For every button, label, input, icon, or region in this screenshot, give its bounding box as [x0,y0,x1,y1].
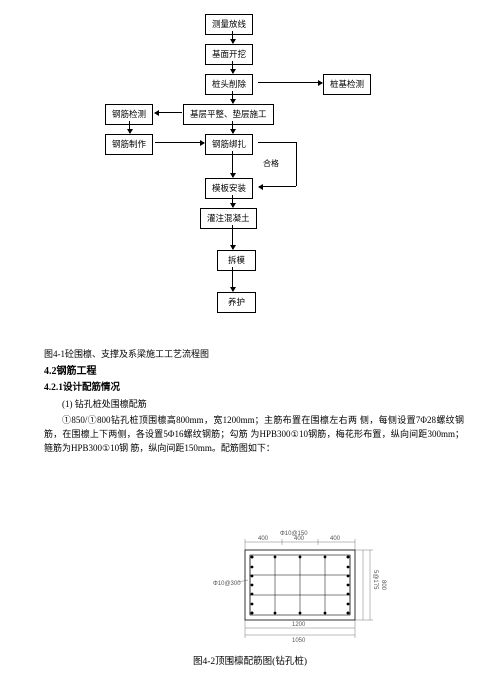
arrow [232,61,233,73]
t: 基层平整、垫层施工 [190,109,267,119]
dim: 1050 [292,638,306,644]
node-strip: 拆模 [217,250,256,271]
figure-caption-2: 图4-2顶围檩配筋图(钻孔桩) [0,655,500,670]
t: 基面开挖 [212,49,246,59]
paragraph: ①850/①800钻孔桩顶围檩高800mm，宽1200mm；主筋布置在围檩左右两… [44,414,464,456]
t: 养护 [228,297,245,307]
label-pass: 合格 [263,158,279,170]
figure-caption-1: 图4-1砼围檩、支撑及系梁施工工艺流程图 [44,348,464,362]
arrow [232,195,233,207]
arrow [232,151,233,177]
t: 钢筋检测 [112,109,146,119]
t: 钢筋绑扎 [212,139,246,149]
dim: 5@175 [372,570,378,590]
dim: 800 [380,580,386,591]
arrow [258,82,322,83]
t: 钢筋制作 [112,139,146,149]
arrow [232,225,233,249]
seg [296,142,297,186]
t: 拆模 [228,255,245,265]
node-tie: 钢筋绑扎 [205,134,253,155]
arrow [232,91,233,103]
arrow [259,186,296,187]
body-text: 图4-1砼围檩、支撑及系梁施工工艺流程图 4.2钢筋工程 4.2.1设计配筋情况… [44,348,464,458]
node-excavate: 基面开挖 [205,44,253,65]
node-pile-check: 桩基检测 [323,74,371,95]
arrow [155,142,204,143]
node-cure: 养护 [217,292,256,313]
arrow [232,267,233,291]
t: 测量放线 [212,19,246,29]
node-base: 基层平整、垫层施工 [183,104,274,125]
t: 桩头削除 [212,79,246,89]
dim: 400 [258,536,269,542]
dim: 400 [330,536,341,542]
heading-4-2-1: 4.2.1设计配筋情况 [44,381,464,396]
node-measure: 测量放线 [205,14,253,35]
flowchart: 测量放线 基面开挖 桩头削除 基层平整、垫层施工 钢筋绑扎 模板安装 灌注混凝土… [0,10,500,330]
arrow [129,121,130,133]
heading-4-2: 4.2钢筋工程 [44,364,464,380]
node-formwork: 模板安装 [205,178,253,199]
arrow [232,31,233,43]
lbl: Φ10@150 [280,531,308,537]
dim: 1200 [292,622,306,628]
node-rebar-make: 钢筋制作 [105,134,153,155]
rebar-diagram: 400 400 400 Φ10@150 5@175 800 1200 1050 … [210,530,410,650]
t: 桩基检测 [330,79,364,89]
arrow [155,112,182,113]
t: 模板安装 [212,183,246,193]
arrow [232,121,233,133]
lbl: Φ10@300 [213,581,241,587]
list-item-1: (1) 钻孔桩处围檩配筋 [44,398,464,412]
t: 灌注混凝土 [207,213,250,223]
seg [258,142,296,143]
node-pour: 灌注混凝土 [200,208,257,229]
node-pilehead: 桩头削除 [205,74,253,95]
